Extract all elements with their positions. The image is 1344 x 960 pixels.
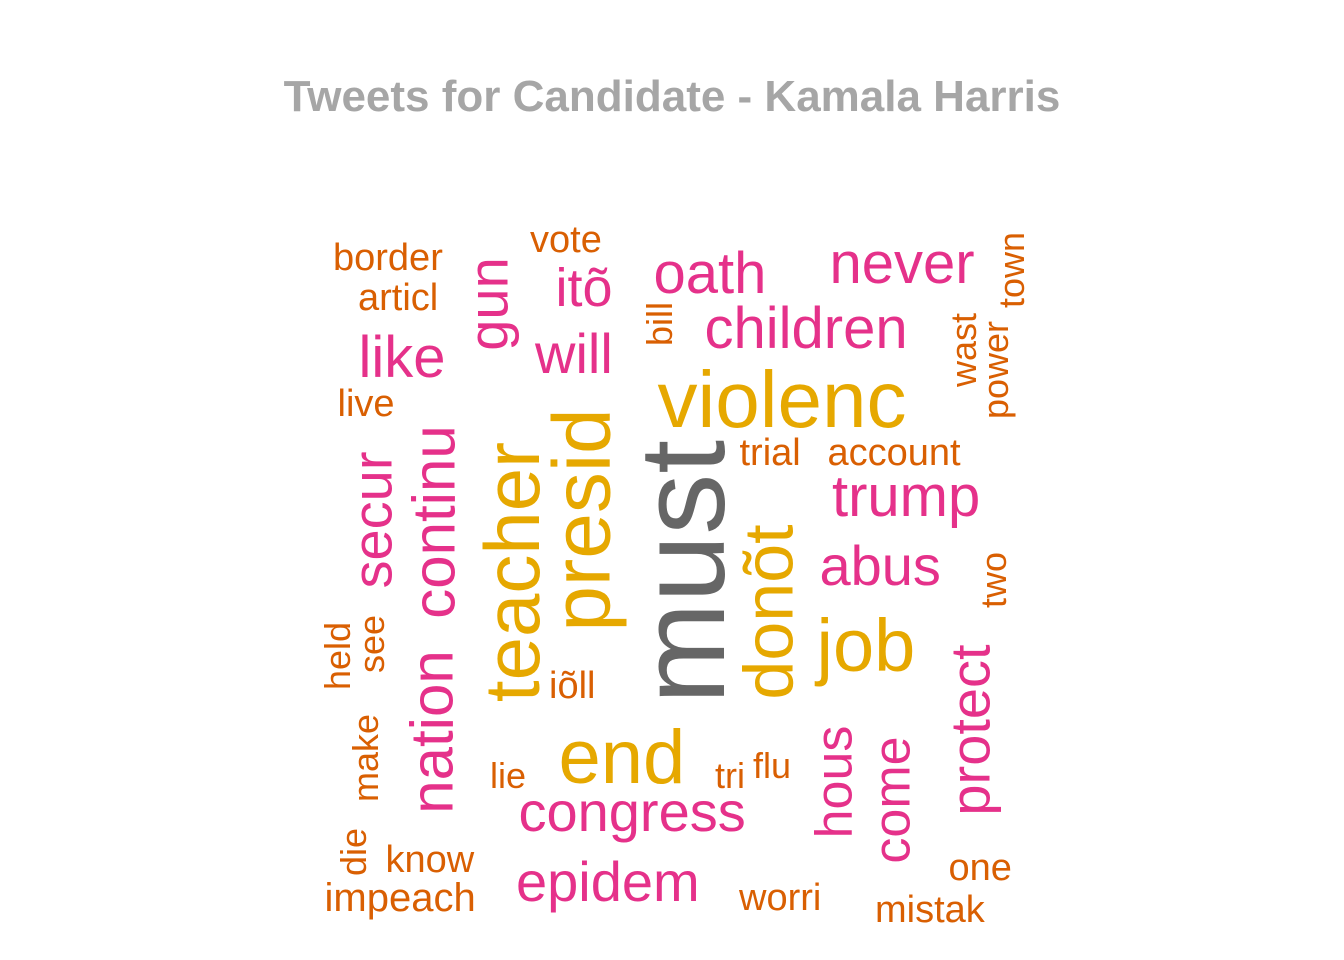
word-14: epidem <box>516 850 700 913</box>
word-13: congress <box>518 780 746 843</box>
chart-title: Tweets for Candidate - Kamala Harris <box>283 72 1061 121</box>
word-22: itõ <box>555 258 613 318</box>
word-7: continu <box>400 425 468 619</box>
word-11: never <box>829 231 975 296</box>
word-39: bill <box>639 301 681 347</box>
word-43: flu <box>753 745 792 786</box>
word-33: mistak <box>875 889 985 931</box>
word-34: one <box>948 847 1012 889</box>
word-5: job <box>816 604 916 687</box>
word-29: vote <box>530 219 602 261</box>
word-20: like <box>358 325 446 390</box>
word-4: end <box>558 715 686 800</box>
word-17: come <box>863 736 922 864</box>
word-32: worri <box>739 877 822 919</box>
word-38: two <box>973 551 1015 609</box>
word-10: trump <box>832 464 981 529</box>
word-24: account <box>827 432 961 474</box>
word-37: town <box>991 231 1033 309</box>
word-15: abus <box>819 534 941 597</box>
word-16: protect <box>938 644 1002 816</box>
word-23: gun <box>456 257 520 351</box>
word-9: children <box>704 296 908 361</box>
word-8: nation <box>398 650 466 814</box>
word-45: see <box>351 614 393 674</box>
word-26: impeach <box>324 876 476 920</box>
word-47: die <box>333 827 375 877</box>
word-27: border <box>333 237 443 279</box>
word-41: lie <box>490 755 527 796</box>
word-1: violenc <box>657 355 907 444</box>
word-28: articl <box>358 277 439 319</box>
word-36: wast <box>943 312 985 388</box>
word-46: make <box>345 713 387 803</box>
word-19: secur <box>339 451 403 589</box>
word-3: teacher <box>468 441 557 703</box>
word-25: trial <box>739 432 801 474</box>
word-21: will <box>535 322 613 385</box>
word-12: oath <box>653 241 767 306</box>
word-30: live <box>337 383 395 425</box>
word-0: must <box>614 439 751 705</box>
word-40: iõll <box>549 665 596 707</box>
word-18: hous <box>804 725 863 839</box>
word-6: donõt <box>729 524 808 700</box>
word-42: tri <box>715 755 745 796</box>
word-31: know <box>385 839 475 881</box>
